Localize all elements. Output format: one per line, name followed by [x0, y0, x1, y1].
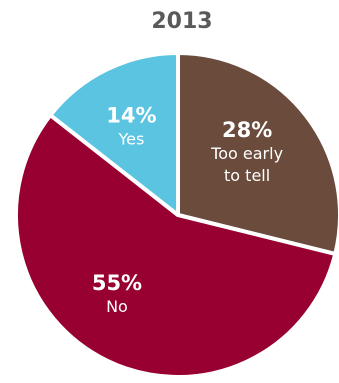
- pie-slice-no: [14, 113, 338, 379]
- slice-percent-label: 28%: [222, 118, 272, 142]
- pie-labels: 28% Too early to tell 55% No 14% Yes: [92, 104, 283, 316]
- slice-category-label: Too early: [210, 144, 283, 163]
- pie-slice-yes: [48, 51, 180, 217]
- slice-category-label: No: [106, 297, 128, 316]
- slice-percent-label: 55%: [92, 271, 142, 295]
- slice-percent-label: 14%: [106, 104, 156, 128]
- slice-category-label: Yes: [118, 130, 145, 149]
- chart-title: 2013: [151, 9, 212, 34]
- pie-slice-too-early: [176, 51, 339, 256]
- pie-slices: [14, 51, 339, 379]
- slice-category-label: to tell: [224, 166, 270, 185]
